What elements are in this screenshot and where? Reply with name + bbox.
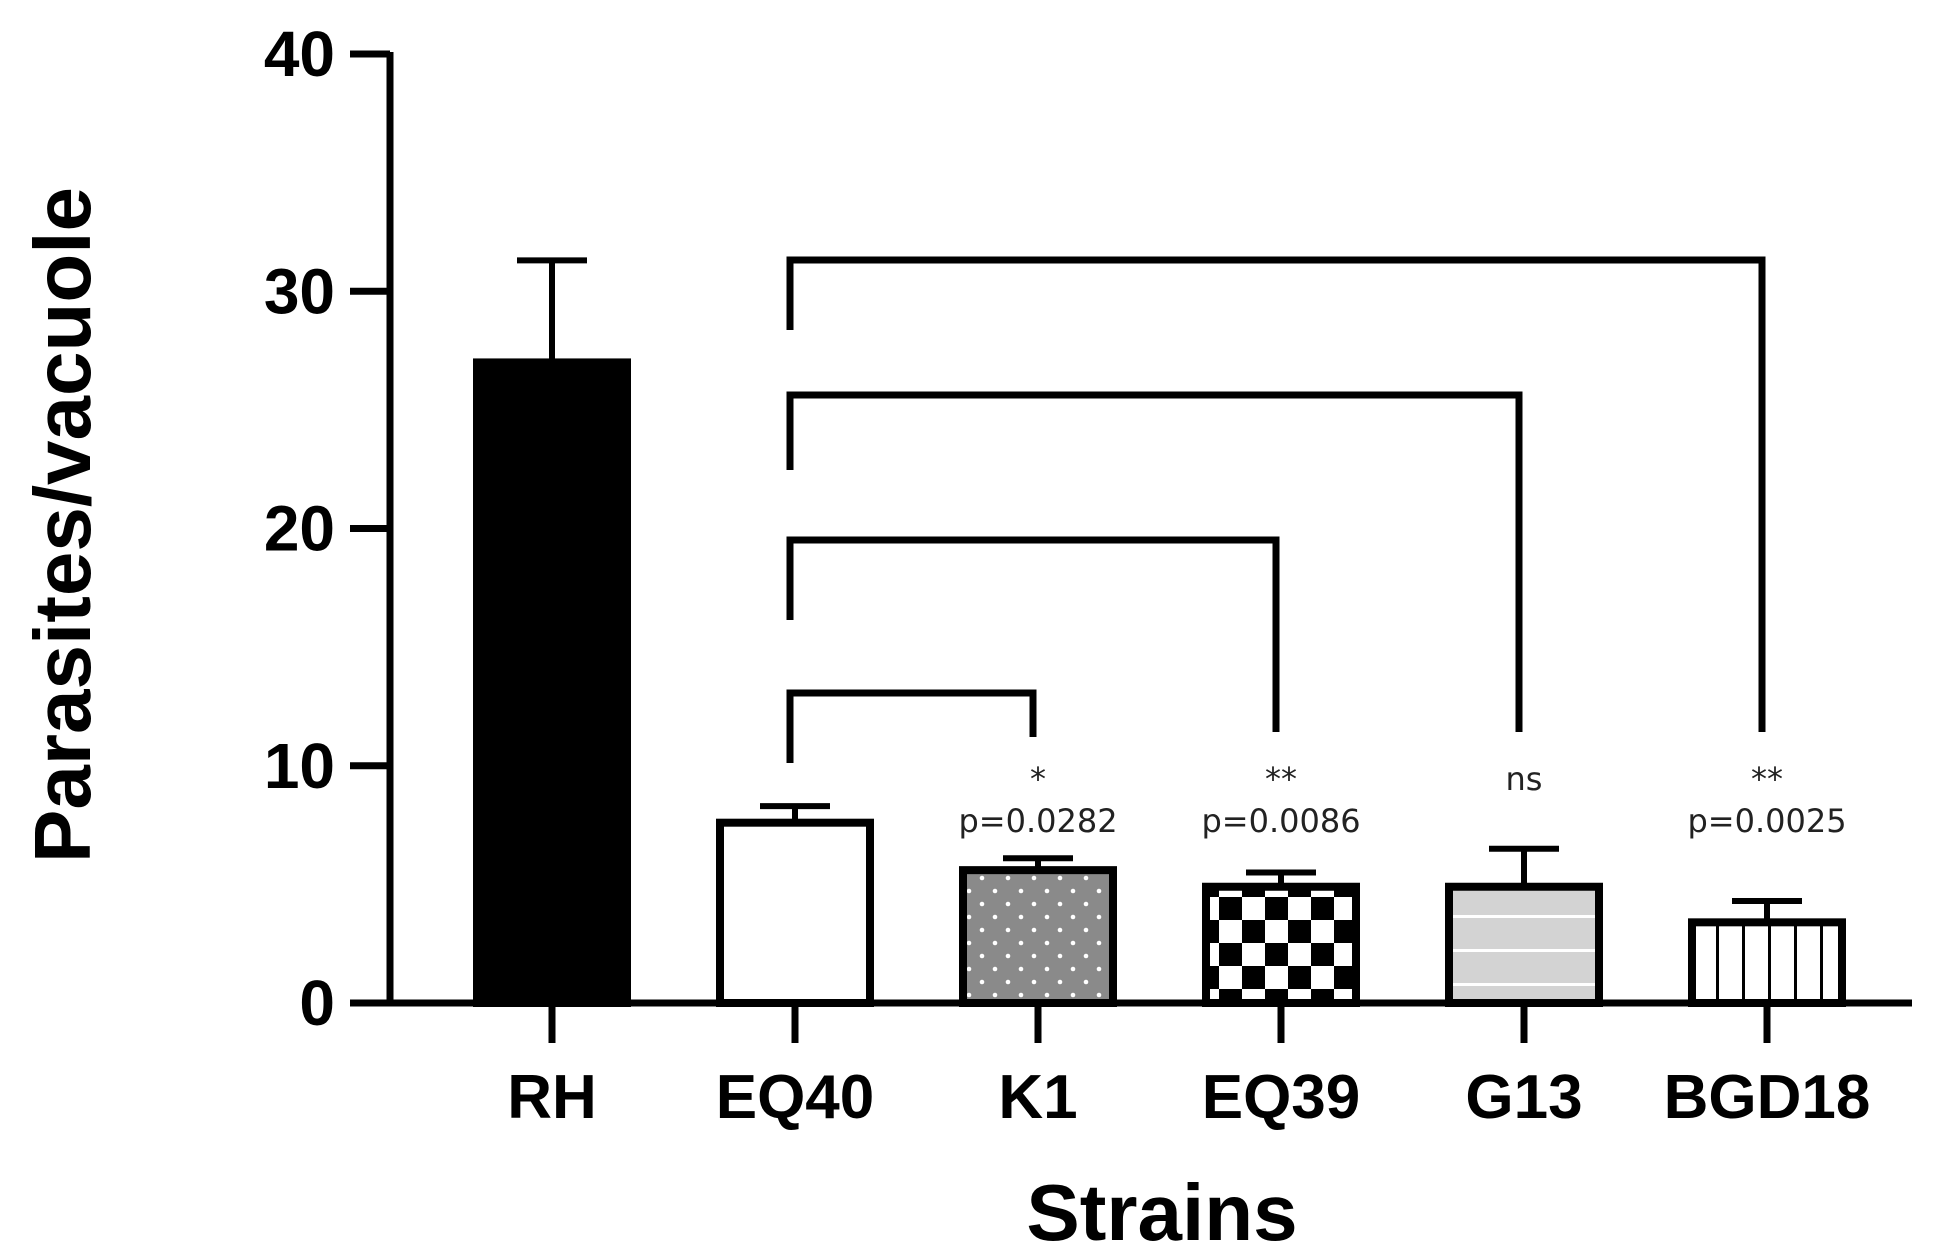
bars (473, 257, 1846, 1008)
x-tick-label: BGD18 (1664, 1063, 1871, 1132)
significance-brackets: * p=0.0282 ** p=0.0086 ns ** p=0.0025 (786, 256, 1847, 840)
y-tick-label: 10 (264, 730, 335, 802)
significance-bracket (786, 536, 1280, 732)
x-tick-label: EQ39 (1202, 1063, 1361, 1132)
significance-bracket (786, 391, 1523, 732)
significance-bracket (786, 256, 1766, 732)
significance-stars: ** (1265, 760, 1297, 798)
bar-g13 (1445, 882, 1603, 1007)
y-axis: 0 10 20 30 40 (264, 18, 394, 1039)
y-tick-label: 0 (299, 967, 335, 1039)
bar-eq39 (1202, 882, 1360, 1007)
y-axis-title: Parasites/vacuole (18, 187, 107, 863)
bar-k1 (959, 866, 1117, 1008)
x-tick-label: EQ40 (716, 1063, 875, 1132)
bar-eq40 (716, 818, 874, 1007)
y-tick-label: 30 (264, 255, 335, 327)
p-value-label: p=0.0282 (958, 802, 1117, 840)
x-axis: RH EQ40 K1 EQ39 G13 BGD18 (387, 999, 1912, 1132)
significance-stars: * (1030, 760, 1046, 798)
y-tick-label: 40 (264, 18, 335, 90)
x-tick-label: K1 (998, 1063, 1077, 1132)
bar-bgd18 (1688, 918, 1846, 1008)
p-value-label: p=0.0025 (1687, 802, 1846, 840)
x-tick-label: G13 (1465, 1063, 1582, 1132)
p-value-label: p=0.0086 (1201, 802, 1360, 840)
x-axis-title: Strains (1026, 1168, 1297, 1257)
y-tick-label: 20 (264, 493, 335, 565)
significance-stars: ns (1506, 760, 1543, 798)
significance-bracket (786, 689, 1037, 763)
bar-rh (473, 358, 631, 1007)
x-tick-label: RH (507, 1063, 597, 1132)
significance-stars: ** (1751, 760, 1783, 798)
